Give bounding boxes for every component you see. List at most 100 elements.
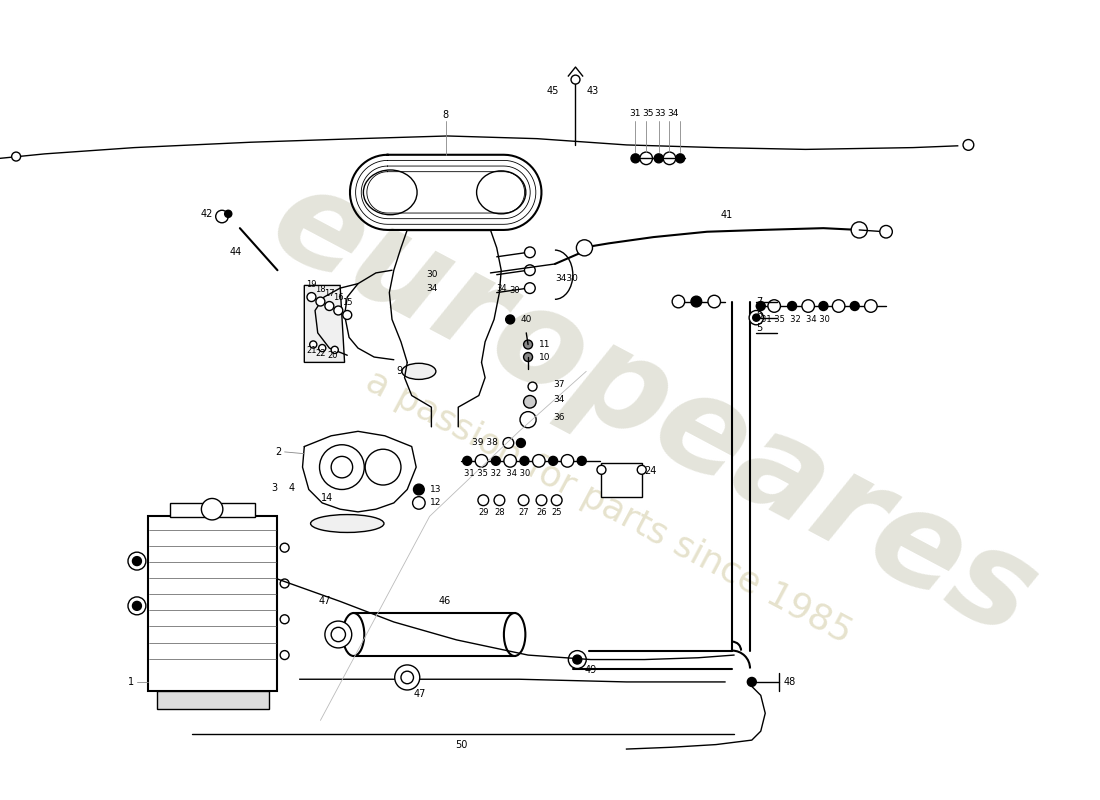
Circle shape <box>850 302 859 310</box>
Text: 10: 10 <box>539 353 550 362</box>
Text: 8: 8 <box>442 110 449 120</box>
Circle shape <box>216 210 228 222</box>
Text: 45: 45 <box>547 86 560 96</box>
Text: 41: 41 <box>720 210 733 220</box>
Circle shape <box>833 300 845 312</box>
Bar <box>353 613 515 656</box>
Text: 26: 26 <box>536 508 547 518</box>
Circle shape <box>536 495 547 506</box>
Circle shape <box>310 341 317 348</box>
Ellipse shape <box>343 613 364 656</box>
Text: 47: 47 <box>319 596 331 606</box>
Circle shape <box>280 650 289 659</box>
Circle shape <box>818 302 828 310</box>
Circle shape <box>324 302 333 310</box>
Text: 31 35  32  34 30: 31 35 32 34 30 <box>761 315 829 324</box>
Circle shape <box>654 154 663 163</box>
Circle shape <box>12 152 21 161</box>
Circle shape <box>672 295 684 308</box>
Circle shape <box>691 296 702 307</box>
Text: 33: 33 <box>654 109 667 118</box>
Text: 35: 35 <box>642 109 653 118</box>
Text: 47: 47 <box>414 689 426 698</box>
Circle shape <box>631 154 640 163</box>
Text: 28: 28 <box>494 508 505 518</box>
Bar <box>170 503 255 518</box>
Circle shape <box>128 552 146 570</box>
Circle shape <box>343 310 352 319</box>
Bar <box>602 462 641 497</box>
Ellipse shape <box>504 613 526 656</box>
Circle shape <box>549 456 558 466</box>
Text: 16: 16 <box>333 294 343 302</box>
Circle shape <box>414 484 425 495</box>
Text: 19: 19 <box>306 280 317 289</box>
Text: 37: 37 <box>553 380 564 390</box>
Text: 34: 34 <box>553 395 564 405</box>
Circle shape <box>573 655 582 664</box>
Circle shape <box>524 340 532 349</box>
Circle shape <box>525 247 536 258</box>
Circle shape <box>506 315 515 324</box>
Circle shape <box>494 495 505 506</box>
Circle shape <box>576 240 593 256</box>
Circle shape <box>395 665 420 690</box>
Circle shape <box>475 454 487 467</box>
Text: 50: 50 <box>454 739 467 750</box>
Circle shape <box>324 621 352 648</box>
Circle shape <box>504 454 516 467</box>
Circle shape <box>331 346 339 354</box>
Text: 27: 27 <box>518 508 529 518</box>
Text: 39 38: 39 38 <box>472 438 497 447</box>
Text: 21: 21 <box>306 346 317 355</box>
Text: 9: 9 <box>397 366 403 376</box>
Circle shape <box>224 210 232 218</box>
Circle shape <box>962 139 974 150</box>
Circle shape <box>319 345 326 352</box>
Circle shape <box>365 450 402 485</box>
Text: 5: 5 <box>757 323 762 334</box>
Circle shape <box>865 300 877 312</box>
Text: 42: 42 <box>200 209 213 219</box>
Circle shape <box>569 650 586 669</box>
Circle shape <box>333 306 343 315</box>
Circle shape <box>331 456 353 478</box>
Text: 43: 43 <box>586 86 598 96</box>
Circle shape <box>880 226 892 238</box>
Text: 44: 44 <box>230 247 242 258</box>
Circle shape <box>675 154 684 163</box>
Circle shape <box>525 282 536 294</box>
Text: 24: 24 <box>645 466 657 476</box>
Text: 25: 25 <box>551 508 562 518</box>
Circle shape <box>492 456 500 466</box>
Circle shape <box>578 456 586 466</box>
Circle shape <box>524 395 536 408</box>
Text: 48: 48 <box>783 677 795 687</box>
Text: 30: 30 <box>509 286 520 295</box>
Text: 14: 14 <box>321 494 333 503</box>
Text: 7: 7 <box>757 297 762 306</box>
Circle shape <box>412 497 425 509</box>
Text: 4: 4 <box>288 482 295 493</box>
Text: 1: 1 <box>128 677 134 687</box>
Text: 15: 15 <box>342 298 352 307</box>
Text: 31: 31 <box>629 109 641 118</box>
Text: 34: 34 <box>496 284 506 293</box>
Circle shape <box>561 454 574 467</box>
Circle shape <box>201 498 223 520</box>
Text: 13: 13 <box>430 485 441 494</box>
Text: 40: 40 <box>521 315 532 324</box>
Text: 36: 36 <box>553 414 564 422</box>
Circle shape <box>520 456 529 466</box>
Circle shape <box>637 466 646 474</box>
Circle shape <box>463 456 472 466</box>
Circle shape <box>597 466 606 474</box>
Circle shape <box>525 265 536 275</box>
Text: 11: 11 <box>539 340 550 349</box>
Circle shape <box>280 543 289 552</box>
Circle shape <box>132 557 142 566</box>
Text: a passion for parts since 1985: a passion for parts since 1985 <box>360 364 857 650</box>
Circle shape <box>663 152 675 165</box>
Text: 34: 34 <box>668 109 679 118</box>
Circle shape <box>331 627 345 642</box>
